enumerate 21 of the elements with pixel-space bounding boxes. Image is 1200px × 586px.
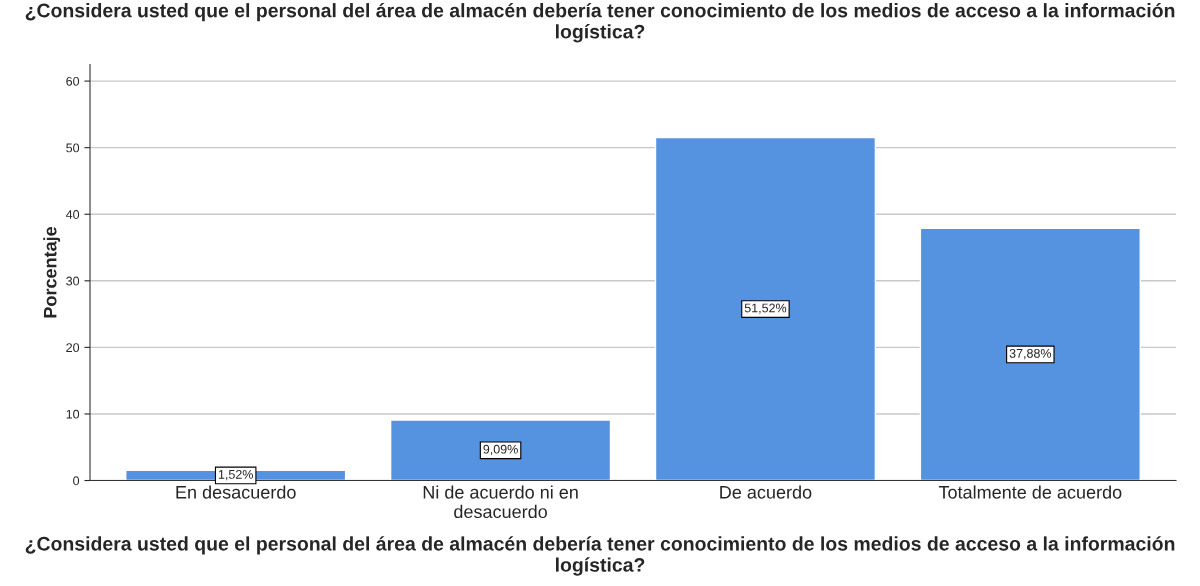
x-axis-title: ¿Considera usted que el personal del área de almacén debería tener conocimiento de los medios de acceso a la información logística? — [25, 536, 1175, 576]
data-label: 1,52% — [218, 469, 253, 481]
bar — [389, 419, 612, 481]
x-tick-label: Ni de acuerdo ni en desacuerdo — [423, 485, 578, 519]
y-tick-label: 50 — [66, 143, 80, 153]
x-tick-label: Totalmente de acuerdo — [938, 485, 1122, 499]
data-label: 9,09% — [483, 444, 518, 456]
y-tick-label: 40 — [65, 210, 80, 219]
y-tick-label: 0 — [73, 476, 80, 486]
y-axis-title: Porcentaje — [43, 226, 61, 318]
bar — [654, 136, 877, 481]
y-tick-label: 30 — [66, 276, 80, 286]
x-tick-label: En desacuerdo — [176, 485, 296, 499]
y-tick-label: 20 — [66, 343, 80, 353]
y-tick-label: 10 — [66, 409, 80, 419]
data-label: 51,52% — [744, 303, 787, 314]
x-tick-label: De acuerdo — [720, 485, 812, 499]
y-tick-label: 60 — [66, 76, 80, 86]
bar — [919, 227, 1141, 481]
chart-title: ¿Considera usted que el personal del área de almacén debería tener conocimiento de los medios de acceso a la información logística? — [25, 2, 1175, 43]
data-label: 37,88% — [1009, 348, 1052, 360]
